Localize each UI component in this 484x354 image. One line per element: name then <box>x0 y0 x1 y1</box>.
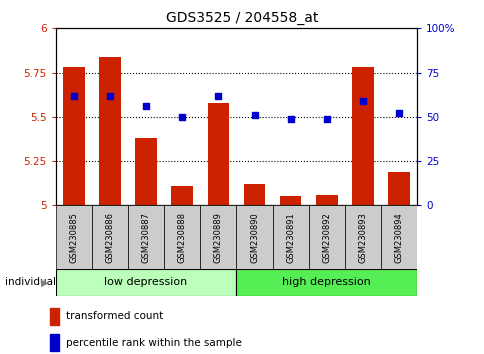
Text: GSM230890: GSM230890 <box>249 212 258 263</box>
Text: GSM230889: GSM230889 <box>213 212 223 263</box>
Point <box>106 93 114 98</box>
Text: GSM230893: GSM230893 <box>358 212 367 263</box>
Bar <box>272 205 308 269</box>
Text: ▶: ▶ <box>41 277 48 287</box>
Text: GSM230894: GSM230894 <box>393 212 403 263</box>
Bar <box>200 205 236 269</box>
Bar <box>207 103 229 205</box>
Bar <box>351 67 373 205</box>
Text: GSM230891: GSM230891 <box>286 212 295 263</box>
Bar <box>315 195 337 205</box>
Bar <box>236 205 272 269</box>
Text: GDS3525 / 204558_at: GDS3525 / 204558_at <box>166 11 318 25</box>
Bar <box>49 334 59 351</box>
Bar <box>56 205 92 269</box>
Text: GSM230886: GSM230886 <box>105 212 114 263</box>
Bar <box>236 269 416 296</box>
Text: transformed count: transformed count <box>66 311 163 321</box>
Bar <box>164 205 200 269</box>
Bar <box>128 205 164 269</box>
Text: percentile rank within the sample: percentile rank within the sample <box>66 338 242 348</box>
Text: GSM230887: GSM230887 <box>141 212 151 263</box>
Point <box>286 116 294 121</box>
Bar <box>135 138 157 205</box>
Point <box>322 116 330 121</box>
Bar <box>387 172 409 205</box>
Point <box>250 112 258 118</box>
Text: individual: individual <box>5 277 56 287</box>
Point <box>358 98 366 104</box>
Bar <box>308 205 344 269</box>
Point <box>178 114 186 120</box>
Bar <box>171 186 193 205</box>
Point <box>142 103 150 109</box>
Bar <box>92 205 128 269</box>
Point <box>394 110 402 116</box>
Text: GSM230885: GSM230885 <box>69 212 78 263</box>
Bar <box>56 269 236 296</box>
Bar <box>243 184 265 205</box>
Bar <box>279 196 301 205</box>
Bar <box>380 205 416 269</box>
Text: low depression: low depression <box>104 277 187 287</box>
Bar <box>99 57 121 205</box>
Point <box>70 93 77 98</box>
Bar <box>63 67 85 205</box>
Point <box>214 93 222 98</box>
Bar <box>49 308 59 325</box>
Text: GSM230892: GSM230892 <box>321 212 331 263</box>
Bar <box>344 205 380 269</box>
Text: GSM230888: GSM230888 <box>177 212 186 263</box>
Text: high depression: high depression <box>282 277 370 287</box>
